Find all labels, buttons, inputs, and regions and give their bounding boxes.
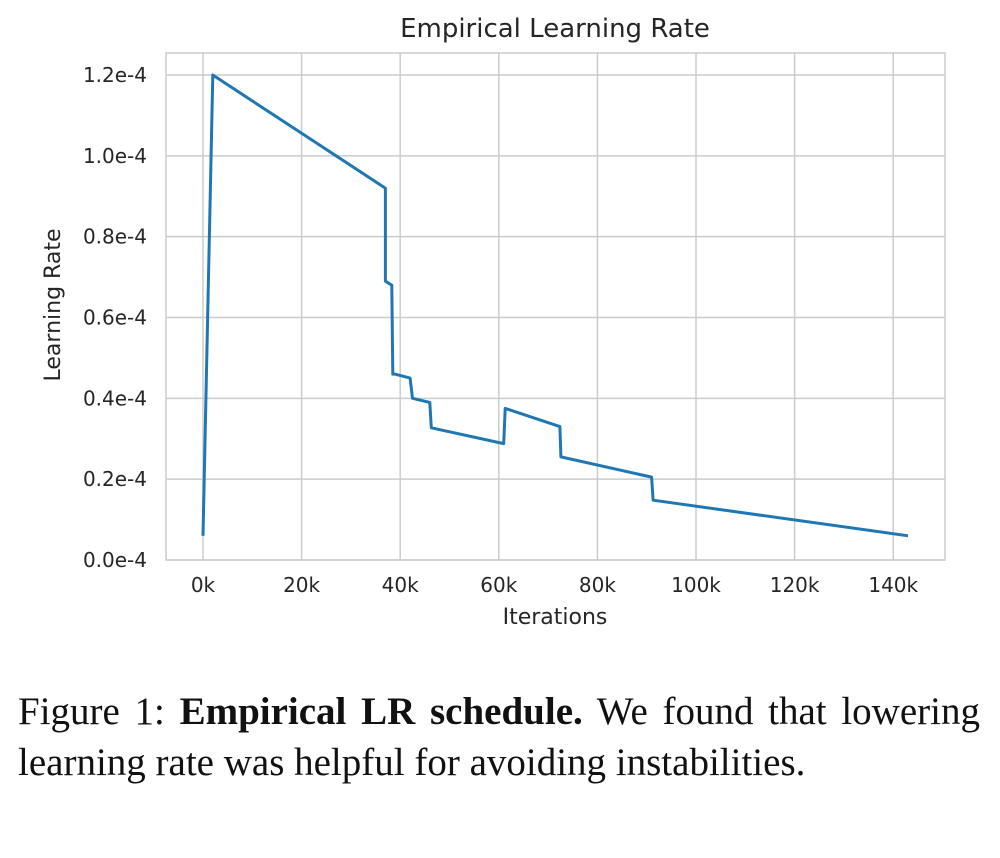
y-tick-label: 0.2e-4	[83, 467, 147, 491]
y-tick-label: 0.4e-4	[83, 386, 147, 410]
x-tick-label: 0k	[191, 573, 216, 597]
plot-frame	[165, 52, 946, 561]
x-tick-label: 80k	[579, 573, 616, 597]
x-axis-label: Iterations	[503, 605, 608, 630]
y-tick-label: 0.8e-4	[83, 225, 147, 249]
y-tick-label: 0.0e-4	[83, 548, 147, 572]
x-tick-label: 40k	[382, 573, 419, 597]
grid	[166, 53, 945, 561]
y-axis-label: Learning Rate	[41, 229, 66, 382]
x-tick-label: 120k	[770, 573, 820, 597]
caption-text: We found that lowering learning rate was…	[18, 690, 980, 784]
x-tick-label: 60k	[480, 573, 517, 597]
x-ticks: 0k 20k 40k 60k 80k 100k 120k 140k	[191, 573, 919, 597]
chart: Empirical Learning Rate 0k 20k 40k 60k 80k 10…	[41, 14, 946, 630]
x-tick-label: 20k	[283, 573, 320, 597]
caption-bold: Empirical LR schedule.	[179, 690, 583, 733]
y-tick-label: 1.2e-4	[83, 63, 147, 87]
y-tick-label: 1.0e-4	[83, 144, 147, 168]
figure-caption: Figure 1: Empirical LR schedule. We foun…	[18, 686, 980, 788]
chart-title: Empirical Learning Rate	[400, 14, 710, 44]
x-tick-label: 140k	[868, 573, 918, 597]
x-tick-label: 100k	[671, 573, 721, 597]
caption-prefix: Figure 1:	[18, 690, 180, 733]
y-tick-label: 0.6e-4	[83, 306, 147, 330]
y-ticks: 0.0e-4 0.2e-4 0.4e-4 0.6e-4 0.8e-4 1.0e-4 1.2e…	[83, 63, 147, 572]
learning-rate-line	[201, 73, 909, 538]
